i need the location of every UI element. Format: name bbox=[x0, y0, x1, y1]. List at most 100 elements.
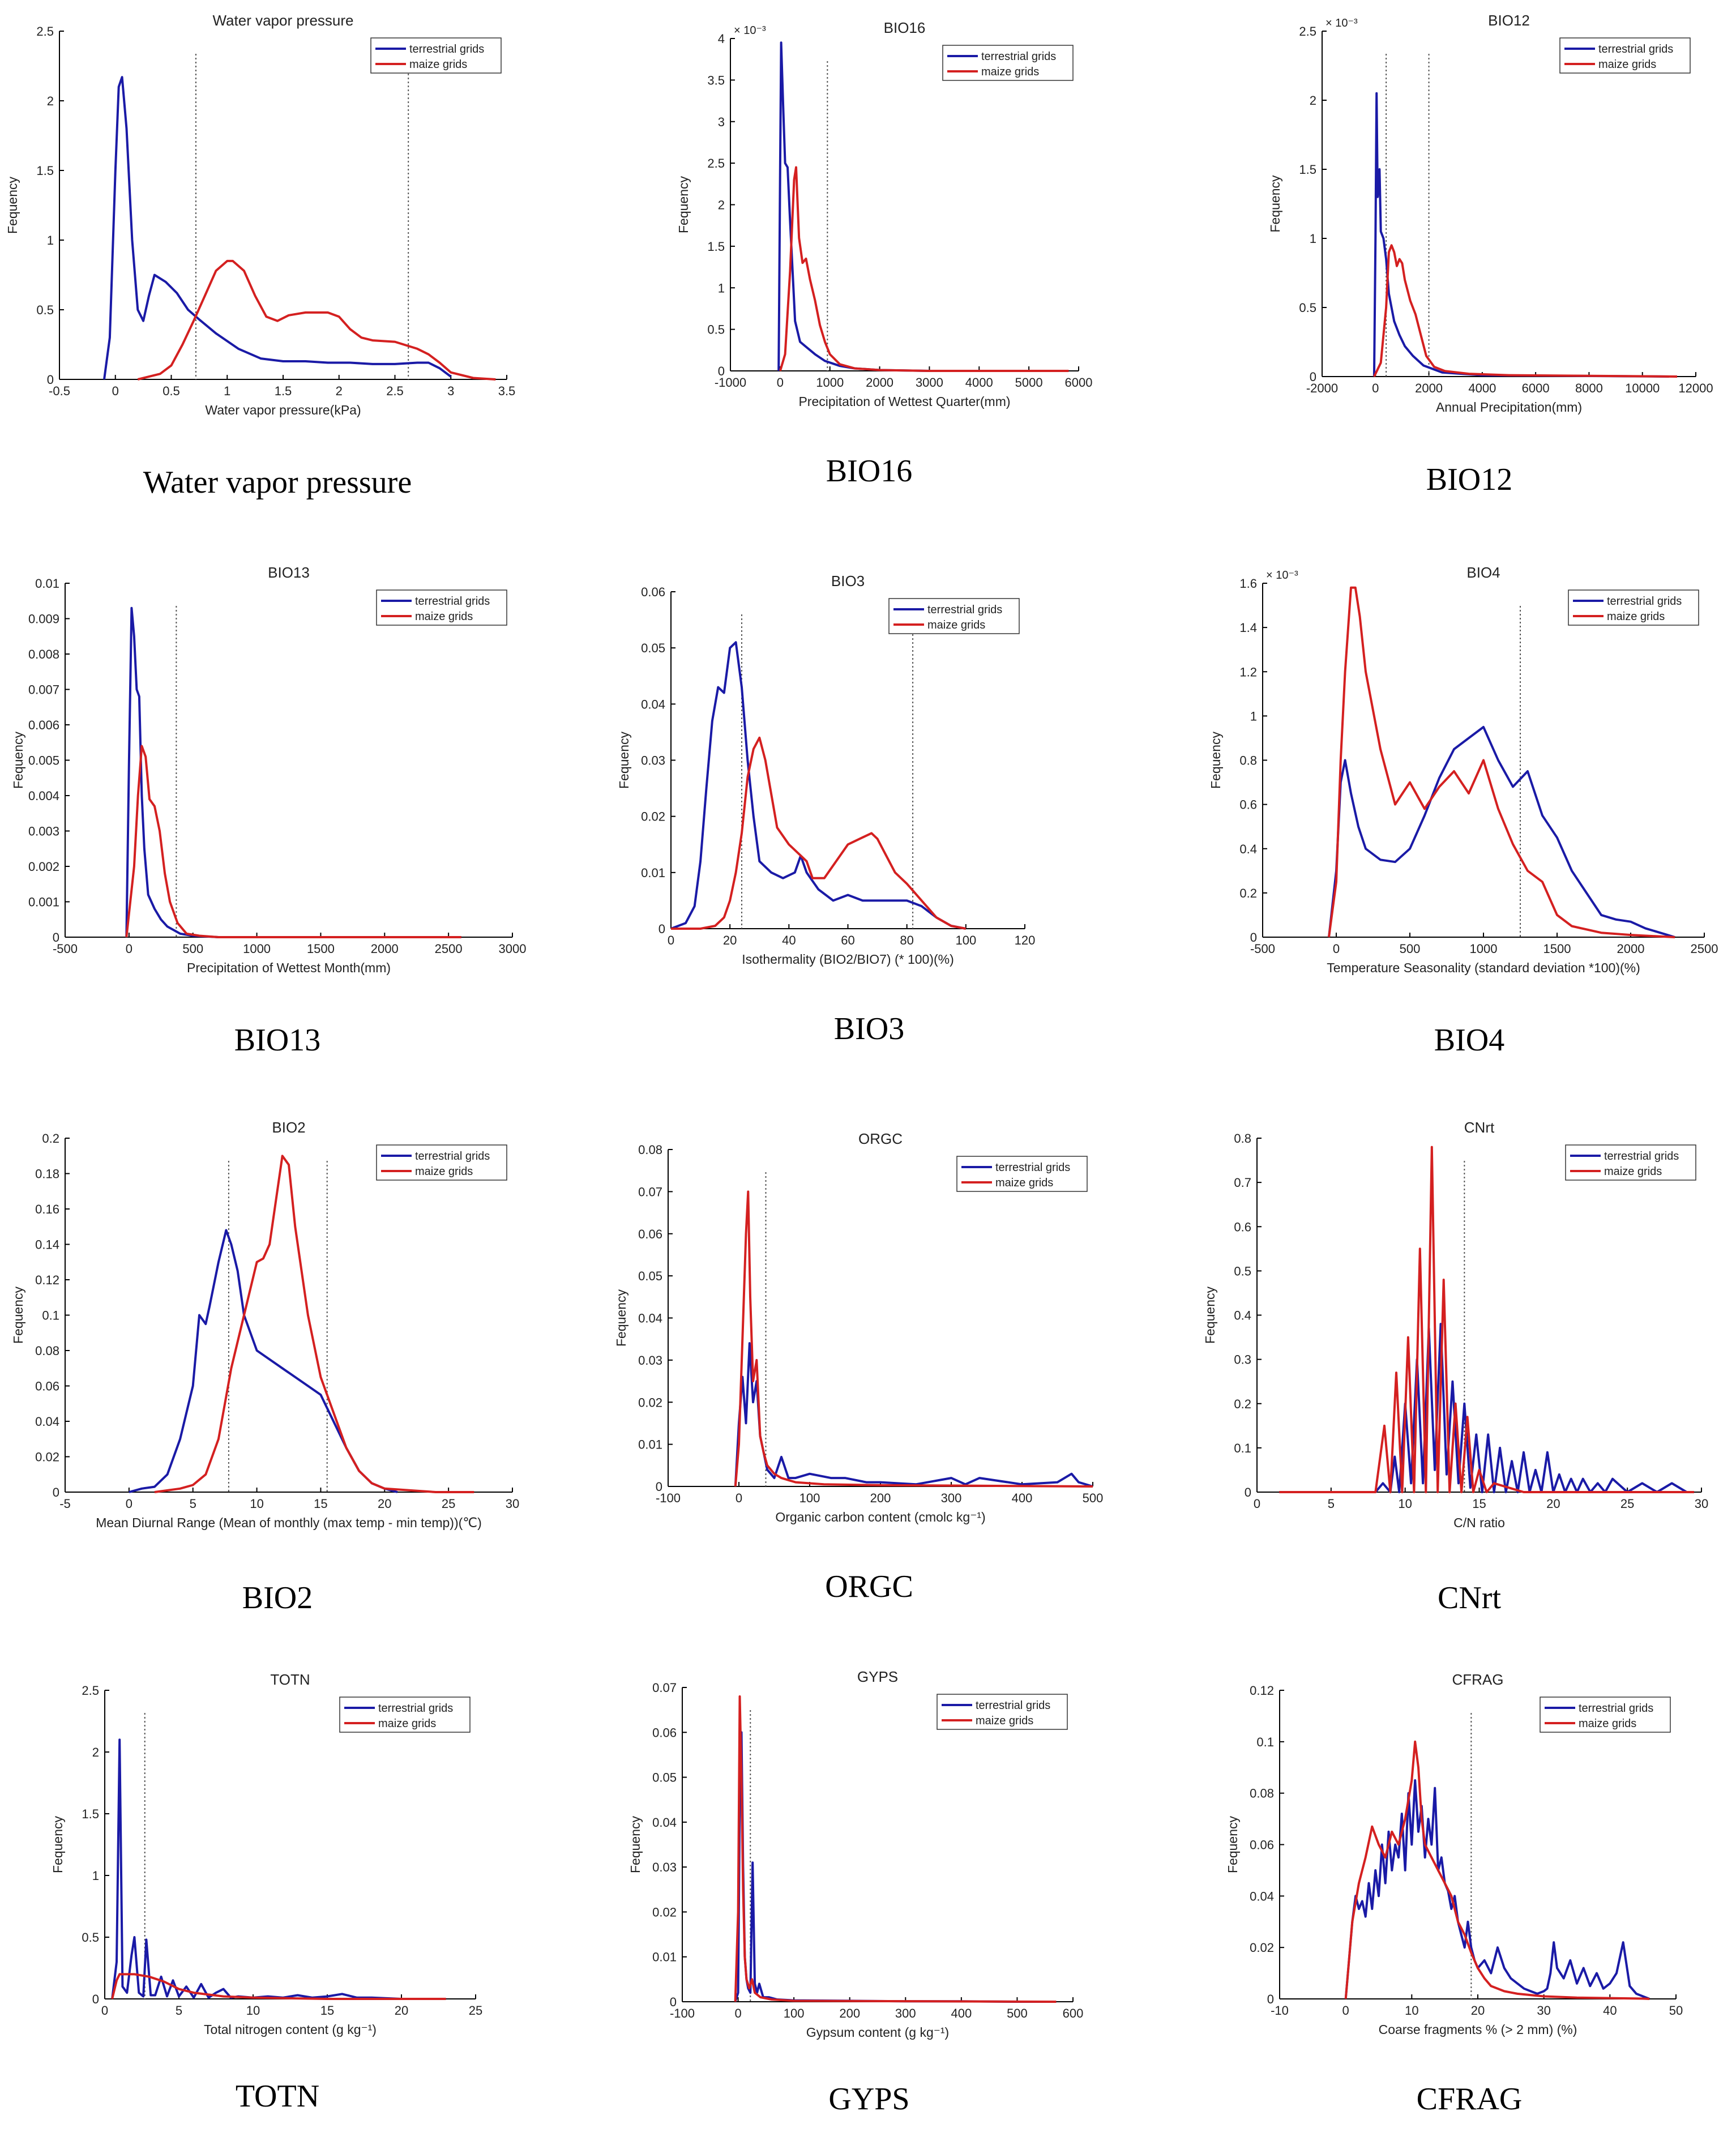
maize-series-line bbox=[1344, 1740, 1650, 2000]
x-tick-label: 10 bbox=[246, 2003, 260, 2018]
y-tick-label: 0.02 bbox=[35, 1450, 59, 1464]
y-tick-label: 0.04 bbox=[638, 1311, 662, 1326]
legend-maize-label: maize grids bbox=[995, 1177, 1053, 1189]
y-tick-label: 0.18 bbox=[35, 1167, 59, 1181]
x-tick-label: 400 bbox=[951, 2006, 972, 2020]
chart-panel-cfrag: -10 0 10 20 30 40 5000.020.040.060.080.10.12CF… bbox=[1225, 1671, 1683, 2117]
legend-box bbox=[937, 1694, 1068, 1730]
chart-panel-bio13: -500 0 500 1000 1500 2000 2500 300000.0010.0020… bbox=[11, 564, 526, 1058]
y-scale-label: × 10⁻³ bbox=[734, 24, 766, 37]
legend-terrestrial-label: terrestrial grids bbox=[981, 50, 1056, 63]
maize-series-line bbox=[1328, 586, 1675, 938]
y-tick-label: 1.5 bbox=[36, 164, 54, 178]
x-tick-label: -500 bbox=[53, 942, 78, 956]
x-tick-label: 30 bbox=[506, 1497, 519, 1511]
y-tick-label: 0.2 bbox=[1234, 1397, 1251, 1411]
y-axis-label: Fequency bbox=[1208, 732, 1223, 789]
x-tick-label: -500 bbox=[1250, 942, 1275, 956]
chart-title: CNrt bbox=[1464, 1119, 1495, 1136]
x-tick-label: 0 bbox=[1254, 1497, 1260, 1511]
x-tick-label: 6000 bbox=[1065, 375, 1093, 390]
legend-box bbox=[1559, 37, 1691, 74]
x-tick-label: 2.5 bbox=[386, 384, 404, 398]
legend-maize-label: maize grids bbox=[976, 1715, 1033, 1727]
y-tick-label: 0.007 bbox=[28, 683, 59, 697]
legend-terrestrial-label: terrestrial grids bbox=[927, 604, 1002, 616]
x-axis-label: C/N ratio bbox=[1453, 1515, 1505, 1530]
y-tick-label: 0.12 bbox=[1250, 1683, 1274, 1698]
x-tick-label: 1500 bbox=[1543, 942, 1571, 956]
y-tick-label: 0.01 bbox=[638, 1438, 662, 1452]
panel-caption: GYPS bbox=[828, 2082, 909, 2117]
y-tick-label: 0.6 bbox=[1239, 798, 1257, 812]
x-tick-label: 10 bbox=[1405, 2003, 1418, 2018]
y-tick-label: 0.01 bbox=[641, 866, 665, 880]
y-tick-label: 0.004 bbox=[28, 789, 59, 803]
y-tick-label: 0.07 bbox=[652, 1681, 677, 1695]
x-tick-label: 300 bbox=[941, 1491, 962, 1505]
y-tick-label: 1 bbox=[92, 1869, 99, 1883]
x-tick-label: 500 bbox=[1083, 1491, 1104, 1505]
y-tick-label: 0 bbox=[53, 930, 59, 945]
y-tick-label: 0.05 bbox=[638, 1269, 662, 1283]
x-axis-label: Mean Diurnal Range (Mean of monthly (max… bbox=[96, 1515, 482, 1530]
chart-panel-bio2: -5 0 5 10 15 20 25 3000.020.040.060.080.10.120.… bbox=[11, 1119, 519, 1616]
y-tick-label: 0.02 bbox=[652, 1905, 677, 1919]
y-tick-label: 0.8 bbox=[1239, 754, 1257, 768]
legend-box bbox=[1540, 1697, 1671, 1733]
x-tick-label: 0 bbox=[1372, 381, 1379, 395]
y-tick-label: 2 bbox=[1310, 93, 1316, 108]
y-tick-label: 1.4 bbox=[1239, 621, 1257, 635]
x-tick-label: 300 bbox=[895, 2006, 916, 2020]
x-tick-label: 10000 bbox=[1625, 381, 1660, 395]
x-tick-label: 120 bbox=[1015, 933, 1036, 947]
chart-title: Water vapor pressure bbox=[212, 12, 353, 29]
x-tick-label: 0 bbox=[1342, 2003, 1349, 2018]
legend-terrestrial-label: terrestrial grids bbox=[378, 1702, 453, 1715]
legend: terrestrial grids maize grids bbox=[956, 1156, 1088, 1192]
y-tick-label: 1.2 bbox=[1239, 665, 1257, 679]
y-tick-label: 2.5 bbox=[707, 156, 725, 170]
y-tick-label: 1.5 bbox=[82, 1807, 99, 1821]
y-tick-label: 0.6 bbox=[1234, 1220, 1251, 1234]
y-tick-label: 0.16 bbox=[35, 1202, 59, 1216]
y-tick-label: 0.02 bbox=[641, 810, 665, 824]
y-tick-label: 0.009 bbox=[28, 612, 59, 626]
terrestrial-series-line bbox=[777, 41, 1069, 372]
x-axis-label: Water vapor pressure(kPa) bbox=[205, 403, 361, 417]
y-axis-label: Fequency bbox=[617, 732, 631, 789]
y-tick-label: 0.005 bbox=[28, 754, 59, 768]
x-tick-label: 0 bbox=[126, 1497, 132, 1511]
y-tick-label: 0 bbox=[659, 922, 665, 936]
legend-maize-label: maize grids bbox=[1579, 1717, 1636, 1730]
legend-box bbox=[1565, 1144, 1696, 1181]
x-tick-label: 0 bbox=[101, 2003, 108, 2018]
x-tick-label: -2000 bbox=[1306, 381, 1338, 395]
x-tick-label: 40 bbox=[782, 933, 796, 947]
x-tick-label: -100 bbox=[670, 2006, 695, 2020]
y-tick-label: 2.5 bbox=[36, 24, 54, 39]
x-tick-label: 10 bbox=[250, 1497, 263, 1511]
legend-maize-label: maize grids bbox=[927, 619, 985, 631]
maize-series-line bbox=[111, 1973, 446, 2000]
x-tick-label: 0 bbox=[734, 2006, 741, 2020]
y-tick-label: 0.2 bbox=[42, 1131, 59, 1146]
legend: terrestrial grids maize grids bbox=[888, 598, 1020, 634]
y-tick-label: 0.001 bbox=[28, 895, 59, 909]
y-tick-label: 0.03 bbox=[652, 1860, 677, 1874]
terrestrial-series-line bbox=[1328, 725, 1675, 938]
x-tick-label: 1 bbox=[224, 384, 230, 398]
x-tick-label: -100 bbox=[656, 1491, 681, 1505]
x-axis-label: Isothermality (BIO2/BIO7) (* 100)(%) bbox=[742, 952, 954, 967]
legend-terrestrial-label: terrestrial grids bbox=[1604, 1150, 1679, 1163]
x-tick-label: 3.5 bbox=[498, 384, 516, 398]
x-tick-label: 1.5 bbox=[275, 384, 292, 398]
x-tick-label: 20 bbox=[1546, 1497, 1560, 1511]
y-tick-label: 0 bbox=[1245, 1485, 1251, 1499]
x-axis-label: Total nitrogen content (g kg⁻¹) bbox=[204, 2022, 377, 2037]
y-tick-label: 0.03 bbox=[638, 1353, 662, 1368]
x-tick-label: 80 bbox=[900, 933, 913, 947]
maize-series-line bbox=[734, 1190, 1093, 1488]
legend: terrestrial grids maize grids bbox=[339, 1697, 471, 1733]
y-tick-label: 1 bbox=[47, 233, 54, 247]
